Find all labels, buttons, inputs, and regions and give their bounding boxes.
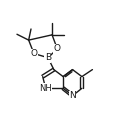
Text: O: O: [30, 49, 37, 58]
Text: N: N: [69, 91, 76, 100]
Text: B: B: [45, 53, 51, 62]
Text: O: O: [54, 44, 61, 53]
Text: NH: NH: [39, 84, 52, 93]
